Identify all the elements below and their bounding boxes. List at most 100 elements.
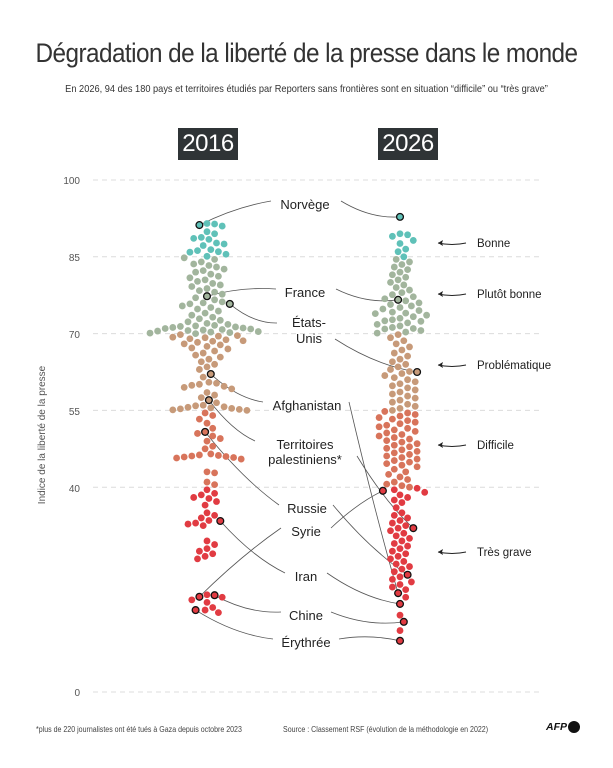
dot-2016 bbox=[203, 419, 211, 427]
legend-tres-grave: Très grave bbox=[477, 547, 532, 559]
dot-france-2016 bbox=[202, 292, 212, 301]
label-erythree: Érythrée bbox=[281, 635, 330, 650]
dot-2016 bbox=[213, 498, 220, 505]
dot-2016 bbox=[203, 363, 211, 371]
dot-2016 bbox=[211, 347, 219, 355]
afp-logo: AFP bbox=[546, 721, 580, 733]
year-header-2026: 2026 bbox=[378, 128, 438, 160]
dot-2016 bbox=[213, 239, 220, 247]
y-tick-70: 70 bbox=[69, 330, 81, 341]
y-tick-100: 100 bbox=[63, 176, 80, 187]
dot-2016 bbox=[224, 320, 232, 328]
dot-2016 bbox=[207, 450, 215, 458]
dot-2026 bbox=[396, 473, 404, 481]
dot-2026 bbox=[398, 565, 406, 573]
dot-2026 bbox=[413, 455, 421, 463]
connector-norvege-2026 bbox=[340, 200, 401, 218]
dot-2026 bbox=[390, 465, 398, 473]
dot-2016 bbox=[205, 378, 213, 386]
afp-logo-dot bbox=[568, 721, 580, 733]
dot-2026 bbox=[423, 311, 430, 319]
dot-2026 bbox=[396, 355, 404, 363]
label-syrie: Syrie bbox=[291, 524, 321, 539]
dot-2016 bbox=[194, 247, 201, 255]
dot-2016 bbox=[188, 344, 196, 352]
dot-2026 bbox=[411, 427, 419, 435]
dot-2016 bbox=[199, 373, 207, 381]
dot-2026 bbox=[387, 366, 394, 373]
dot-2016 bbox=[216, 341, 224, 349]
dot-2016 bbox=[203, 509, 211, 517]
dot-2026 bbox=[390, 434, 398, 441]
dot-2026 bbox=[398, 370, 406, 377]
dot-2026 bbox=[390, 426, 398, 434]
connector-russie-2016 bbox=[204, 431, 280, 506]
dot-2016 bbox=[203, 252, 211, 260]
dot-2026 bbox=[390, 478, 398, 486]
dot-2016 bbox=[203, 228, 211, 236]
dot-2026 bbox=[398, 454, 406, 461]
dot-2026 bbox=[406, 343, 413, 351]
label-palestine-line1: Territoires bbox=[276, 437, 334, 452]
dot-2026 bbox=[387, 334, 394, 342]
dot-2026 bbox=[398, 446, 406, 454]
dot-2026 bbox=[404, 352, 411, 360]
dot-2016 bbox=[203, 537, 211, 545]
label-palestine-line2: palestiniens* bbox=[268, 452, 342, 467]
dot-2026 bbox=[404, 417, 411, 425]
dot-2026 bbox=[404, 476, 411, 483]
dot-2026 bbox=[392, 504, 400, 512]
dot-2016 bbox=[180, 340, 188, 348]
dot-2026 bbox=[396, 388, 404, 396]
dot-2016 bbox=[218, 593, 226, 601]
dot-2016 bbox=[211, 230, 219, 238]
dot-2016 bbox=[199, 267, 207, 275]
dot-2016 bbox=[190, 234, 198, 242]
dot-2016 bbox=[192, 402, 200, 410]
dot-2026 bbox=[404, 494, 411, 501]
y-tick-85: 85 bbox=[69, 253, 81, 264]
dot-2016 bbox=[211, 220, 219, 228]
dot-2026 bbox=[392, 255, 400, 263]
chart-title: Dégradation de la liberté de la presse d… bbox=[35, 38, 579, 68]
dot-2016 bbox=[194, 430, 201, 437]
dot-2016 bbox=[218, 290, 226, 298]
dot-2026 bbox=[390, 457, 398, 464]
dot-2016 bbox=[215, 609, 222, 617]
dot-2016 bbox=[186, 248, 194, 256]
dot-2026 bbox=[398, 431, 406, 438]
dot-2016 bbox=[216, 353, 224, 361]
dot-2016 bbox=[215, 452, 222, 459]
dot-2016 bbox=[201, 409, 209, 417]
dot-2016 bbox=[203, 437, 211, 445]
dot-2016 bbox=[209, 313, 217, 321]
dot-2026 bbox=[398, 438, 406, 446]
dot-2026 bbox=[390, 263, 398, 271]
dot-2026 bbox=[413, 447, 421, 455]
source-note: Source : Classement RSF (évolution de la… bbox=[283, 725, 489, 734]
dot-2026 bbox=[389, 382, 396, 390]
dot-2016 bbox=[203, 343, 211, 350]
dot-2026 bbox=[396, 268, 404, 276]
dot-2016 bbox=[216, 435, 224, 442]
y-tick-0: 0 bbox=[74, 688, 80, 699]
dot-2026 bbox=[402, 245, 410, 253]
dot-2026 bbox=[404, 409, 411, 417]
dot-2026 bbox=[415, 307, 423, 314]
dot-2016 bbox=[205, 517, 213, 524]
dot-2016 bbox=[169, 324, 177, 331]
dot-erythree-2016 bbox=[191, 606, 200, 615]
dot-2016 bbox=[209, 337, 217, 345]
dot-2016 bbox=[194, 277, 201, 285]
dot-2016 bbox=[199, 401, 207, 409]
dot-2026 bbox=[396, 491, 404, 499]
connector-syrie-2026 bbox=[330, 490, 384, 529]
dot-2016 bbox=[180, 453, 188, 461]
dot-norvege-2026 bbox=[395, 212, 405, 221]
dot-2026 bbox=[413, 440, 421, 448]
dot-2026 bbox=[408, 302, 415, 310]
dot-2016 bbox=[201, 501, 209, 509]
connector-norvege-2016 bbox=[199, 200, 272, 226]
dot-2026 bbox=[396, 581, 404, 588]
